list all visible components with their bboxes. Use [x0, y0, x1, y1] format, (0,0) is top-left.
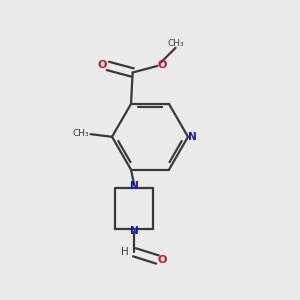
Text: N: N: [130, 226, 139, 236]
Text: O: O: [98, 60, 107, 70]
Text: O: O: [157, 60, 166, 70]
Text: CH₃: CH₃: [167, 39, 184, 48]
Text: H: H: [121, 247, 128, 257]
Text: CH₃: CH₃: [72, 129, 89, 138]
Text: N: N: [188, 132, 197, 142]
Text: N: N: [130, 181, 139, 191]
Text: O: O: [158, 256, 167, 266]
